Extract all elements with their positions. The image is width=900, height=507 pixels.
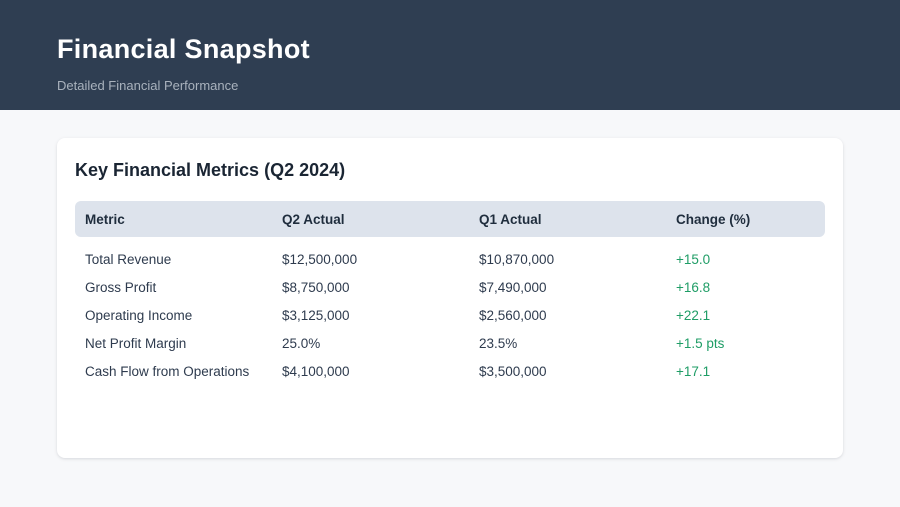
- column-header-q1-actual: Q1 Actual: [479, 211, 542, 227]
- column-header-q2-actual: Q2 Actual: [282, 211, 345, 227]
- cell-metric: Net Profit Margin: [85, 335, 187, 351]
- cell-change: +17.1: [676, 363, 711, 379]
- cell-q2-actual: $12,500,000: [282, 251, 358, 267]
- table-row: Operating Income $3,125,000 $2,560,000 +…: [75, 301, 825, 329]
- table-body: Total Revenue $12,500,000 $10,870,000 +1…: [75, 245, 825, 385]
- cell-change: +22.1: [676, 307, 711, 323]
- cell-q2-actual: $3,125,000: [282, 307, 350, 323]
- cell-change: +1.5 pts: [676, 335, 725, 351]
- app-header: Financial Snapshot Detailed Financial Pe…: [0, 0, 900, 110]
- page-title: Financial Snapshot: [57, 34, 310, 64]
- card-title: Key Financial Metrics (Q2 2024): [75, 160, 346, 180]
- cell-q1-actual: $3,500,000: [479, 363, 547, 379]
- page-subtitle: Detailed Financial Performance: [57, 78, 239, 93]
- cell-metric: Total Revenue: [85, 251, 172, 267]
- column-header-change: Change (%): [676, 211, 751, 227]
- cell-q2-actual: $8,750,000: [282, 279, 350, 295]
- cell-q2-actual: 25.0%: [282, 335, 321, 351]
- table-header-row: Metric Q2 Actual Q1 Actual Change (%): [75, 201, 825, 237]
- cell-metric: Operating Income: [85, 307, 193, 323]
- cell-q1-actual: $2,560,000: [479, 307, 547, 323]
- cell-change: +16.8: [676, 279, 711, 295]
- cell-change: +15.0: [676, 251, 711, 267]
- cell-metric: Gross Profit: [85, 279, 157, 295]
- metrics-table: Metric Q2 Actual Q1 Actual Change (%) To…: [75, 201, 825, 385]
- cell-q1-actual: 23.5%: [479, 335, 518, 351]
- table-row: Gross Profit $8,750,000 $7,490,000 +16.8: [75, 273, 825, 301]
- table-row: Cash Flow from Operations $4,100,000 $3,…: [75, 357, 825, 385]
- table-row: Total Revenue $12,500,000 $10,870,000 +1…: [75, 245, 825, 273]
- cell-q2-actual: $4,100,000: [282, 363, 350, 379]
- column-header-metric: Metric: [85, 211, 125, 227]
- cell-q1-actual: $10,870,000: [479, 251, 555, 267]
- table-row: Net Profit Margin 25.0% 23.5% +1.5 pts: [75, 329, 825, 357]
- cell-metric: Cash Flow from Operations: [85, 363, 250, 379]
- cell-q1-actual: $7,490,000: [479, 279, 547, 295]
- main-content: Key Financial Metrics (Q2 2024) Metric Q…: [0, 110, 900, 458]
- metrics-card: Key Financial Metrics (Q2 2024) Metric Q…: [57, 138, 843, 458]
